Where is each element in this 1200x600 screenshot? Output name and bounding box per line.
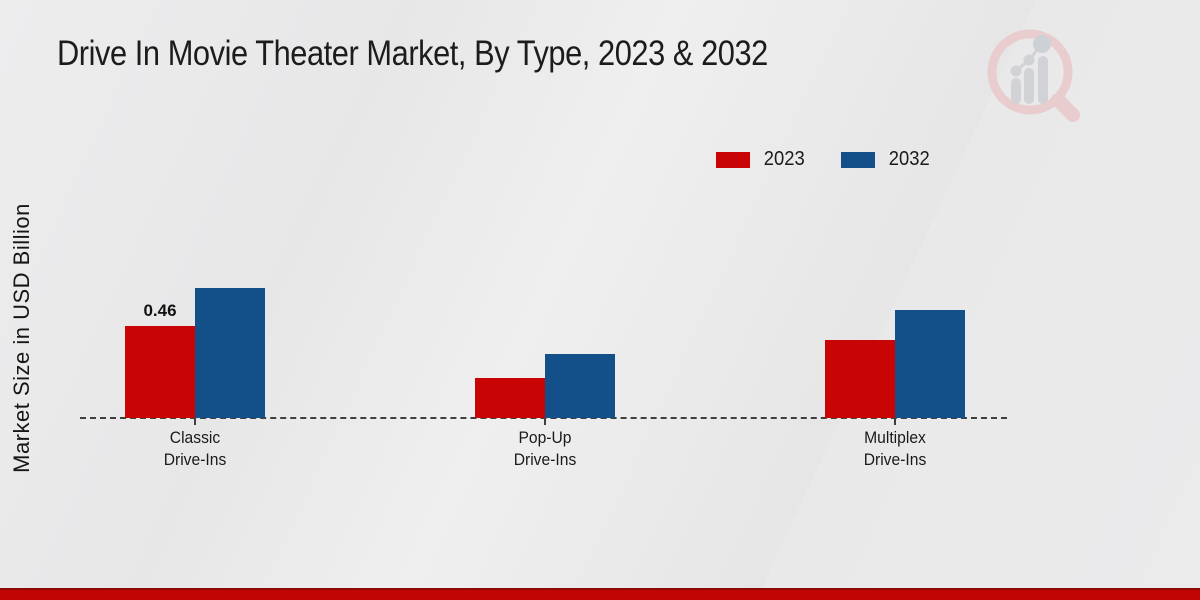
x-axis-tick bbox=[194, 418, 196, 425]
legend-swatch-blue bbox=[840, 151, 875, 168]
footer-accent-bar bbox=[0, 588, 1200, 600]
legend-label: 2023 bbox=[763, 148, 805, 170]
chart-title: Drive In Movie Theater Market, By Type, … bbox=[57, 34, 768, 73]
legend-label: 2032 bbox=[888, 148, 930, 170]
x-axis-category-label: Multiplex Drive-Ins bbox=[863, 428, 927, 469]
bar-2032-group3 bbox=[895, 310, 965, 418]
x-axis-tick bbox=[894, 418, 896, 425]
bar-2032-group2 bbox=[545, 354, 615, 418]
magnifier-barchart-logo-icon bbox=[987, 29, 1080, 122]
bar-2023-group1 bbox=[125, 326, 195, 418]
legend-item: 2023 bbox=[716, 148, 807, 171]
legend-item: 2032 bbox=[840, 148, 932, 171]
x-axis-zero-line bbox=[80, 417, 1007, 419]
bar-2032-group1 bbox=[195, 288, 265, 418]
legend-swatch-red bbox=[716, 151, 750, 168]
bar-value-label: 0.46 bbox=[143, 301, 177, 320]
x-axis-category-label: Classic Drive-Ins bbox=[163, 428, 227, 469]
bar-2023-group2 bbox=[475, 378, 545, 418]
bar-2023-group3 bbox=[825, 340, 895, 418]
legend: 2023 2032 bbox=[716, 148, 931, 171]
x-axis-tick bbox=[544, 418, 546, 425]
x-axis-category-label: Pop-Up Drive-Ins bbox=[513, 428, 577, 469]
